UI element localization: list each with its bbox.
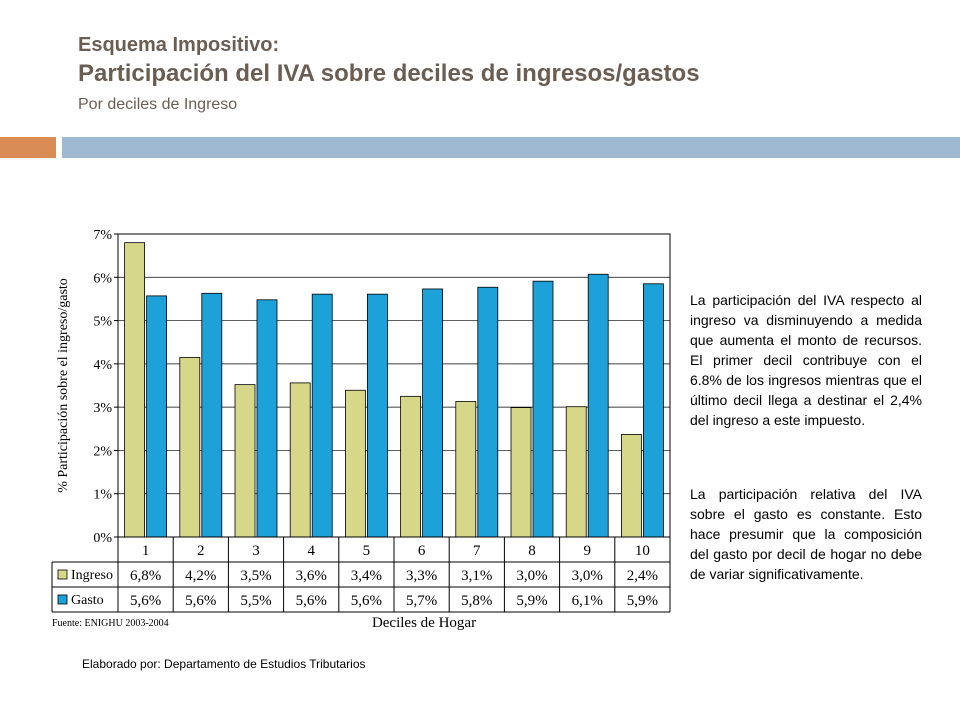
data-label-ingreso: 3,0% [572,568,603,584]
bar-ingreso-2 [179,356,201,538]
data-label-gasto: 6,1% [572,593,603,609]
y-tick-label: 0% [93,531,112,546]
bar-gasto-9 [587,273,609,538]
data-label-ingreso: 3,1% [461,568,492,584]
bar-gasto-4 [311,293,333,538]
bar-gasto-8 [532,280,554,538]
data-label-gasto: 5,6% [296,593,327,609]
data-label-gasto: 5,6% [185,593,216,609]
bar-ingreso-8 [510,407,532,538]
bar-ingreso-9 [565,406,587,538]
legend-swatch-gasto [57,594,68,605]
bar-gasto-5 [366,293,388,538]
x-tick-label: 5 [363,543,371,559]
bar-gasto-7 [477,286,499,538]
bar-ingreso-3 [234,384,256,538]
data-label-gasto: 5,9% [516,593,547,609]
x-tick-label: 3 [252,543,260,559]
data-label-ingreso: 3,0% [516,568,547,584]
y-tick-label: 3% [93,401,112,416]
title-line-1: Esquema Impositivo: [78,34,280,56]
data-label-ingreso: 3,6% [296,568,327,584]
data-label-gasto: 5,5% [240,593,271,609]
legend-swatch-ingreso [57,569,68,580]
data-label-gasto: 5,8% [461,593,492,609]
x-axis-label: Deciles de Hogar [372,615,476,631]
data-label-gasto: 5,6% [130,593,161,609]
x-tick-label: 9 [583,543,591,559]
data-label-gasto: 5,9% [627,593,658,609]
data-label-gasto: 5,6% [351,593,382,609]
y-tick-label: 7% [93,228,112,243]
iva-deciles-chart: 0% 1% 2% 3% 4% 5% 6% 7% 1 2 3 4 5 6 7 8 9 10 Ingreso 6,8% 4,… [51,228,671,631]
x-tick-label: 4 [307,543,315,559]
bar-ingreso-7 [455,401,477,538]
bar-ingreso-1 [124,242,145,538]
data-label-ingreso: 6,8% [130,568,161,584]
x-tick-label: 2 [197,543,205,559]
legend-label-gasto: Gasto [71,593,104,608]
accent-bar-blue [62,137,960,158]
x-tick-label: 1 [142,543,150,559]
bar-ingreso-4 [289,382,311,538]
bar-ingreso-6 [400,395,422,538]
x-tick-label: 8 [528,543,536,559]
source-label: Fuente: ENIGHU 2003-2004 [52,618,169,629]
title-line-2: Participación del IVA sobre deciles de i… [78,60,700,87]
data-label-gasto: 5,7% [406,593,437,609]
x-tick-label: 10 [635,543,650,559]
data-label-ingreso: 3,4% [351,568,382,584]
bar-gasto-3 [256,299,278,538]
footer-credit: Elaborado por: Departamento de Estudios … [82,657,366,671]
paragraph-gasto: La participación relativa del IVA sobre … [690,486,922,582]
subtitle: Por deciles de Ingreso [78,96,238,113]
bar-ingreso-10 [621,434,642,538]
data-label-ingreso: 3,5% [240,568,271,584]
y-tick-label: 4% [93,358,112,373]
bar-gasto-2 [201,292,223,538]
paragraph-ingreso: La participación del IVA respecto al ing… [690,292,922,428]
y-axis-label: % Participación sobre el ingreso/gasto [56,278,71,493]
plot-area [117,233,671,538]
data-label-ingreso: 2,4% [627,568,658,584]
bar-ingreso-5 [344,389,366,538]
bar-gasto-10 [643,283,664,538]
legend-label-ingreso: Ingreso [71,568,113,583]
x-tick-label: 7 [473,543,481,559]
accent-bar-orange [0,137,56,158]
data-label-ingreso: 4,2% [185,568,216,584]
y-tick-label: 2% [93,444,112,459]
bar-gasto-1 [146,295,167,538]
x-tick-label: 6 [418,543,426,559]
y-tick-label: 1% [93,488,112,503]
bar-gasto-6 [422,288,444,538]
data-label-ingreso: 3,3% [406,568,437,584]
y-tick-label: 6% [93,271,112,286]
y-tick-label: 5% [93,315,112,330]
